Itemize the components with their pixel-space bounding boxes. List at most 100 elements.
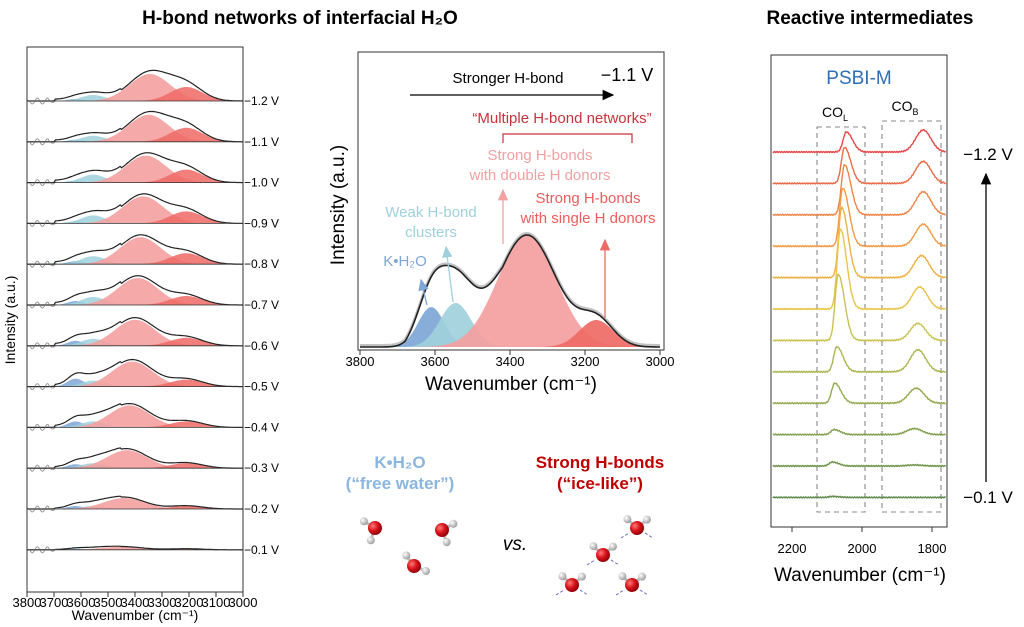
left-x-tick-label: 3800 <box>13 595 42 610</box>
free-water-title: K•H₂O <box>374 453 425 472</box>
ice-like-water-molecule <box>589 542 617 562</box>
left-trace-group: −0.8 V <box>27 234 279 271</box>
left-raw-noise <box>29 219 57 227</box>
ice-like-water-molecule <box>618 572 646 592</box>
hbond-dashed-line <box>610 559 620 566</box>
oxygen-atom <box>630 521 644 535</box>
left-raw-noise <box>29 505 57 513</box>
hydrogen-atom <box>577 572 586 581</box>
left-double-peak <box>27 450 243 469</box>
left-potential-label: −0.7 V <box>244 298 279 312</box>
right-spectrum-line <box>772 228 946 311</box>
left-trace-group: −1.2 V <box>27 69 279 108</box>
free-water-molecule <box>435 519 458 547</box>
hbond-dashed-line <box>586 559 596 566</box>
left-raw-noise <box>29 97 57 105</box>
left-stacked-chart: −1.2 V −1.1 V −1.0 V −0.9 V −0.8 V −0.7 V −0.6… <box>2 46 279 623</box>
left-double-peak <box>27 278 243 305</box>
hydrogen-atom <box>623 515 632 524</box>
left-single-peak <box>27 421 243 428</box>
left-traces: −1.2 V −1.1 V −1.0 V −0.9 V −0.8 V −0.7 V −0.6… <box>27 69 279 557</box>
left-weak-peak <box>27 297 243 305</box>
double-donor-label-2: with double H donors <box>469 167 611 184</box>
right-spectrum-line <box>772 146 947 185</box>
ice-like-water-molecule <box>558 572 586 592</box>
free-water-molecule <box>402 551 430 576</box>
hbond-dashed-line <box>555 589 565 596</box>
left-single-peak <box>27 463 243 469</box>
left-potential-label: −0.9 V <box>244 216 279 230</box>
left-x-tick-label: 3500 <box>94 595 123 610</box>
oxygen-atom <box>407 559 421 573</box>
co-b-label: COB <box>891 98 918 117</box>
stronger-hbond-label: Stronger H-bond <box>453 70 564 87</box>
left-weak-peak <box>27 174 243 183</box>
center-x-tick-label: 3200 <box>571 354 600 369</box>
ice-like-water-molecule <box>623 515 651 535</box>
center-x-tick-label: 3400 <box>496 354 525 369</box>
left-single-peak <box>27 127 243 142</box>
left-double-peak <box>27 361 243 387</box>
left-envelope-line <box>27 495 243 510</box>
hbond-dashed-line <box>579 589 589 596</box>
left-envelope-line <box>27 316 243 347</box>
left-raw-noise <box>29 301 57 309</box>
right-spectrum-line <box>772 495 947 499</box>
oxygen-atom <box>368 521 382 535</box>
left-weak-peak <box>27 338 243 346</box>
hydrogen-atom <box>608 542 617 551</box>
left-envelope-line <box>27 234 243 265</box>
right-spectrum-line <box>772 187 947 248</box>
oxygen-atom <box>435 523 449 537</box>
kh2o-label: K•H₂O <box>383 253 427 270</box>
weak-cluster-label-2: clusters <box>405 224 457 241</box>
kh2o-arrow <box>418 278 429 306</box>
left-trace-group: −0.3 V <box>27 447 279 475</box>
hydrogen-atom <box>366 536 375 545</box>
left-envelope-line <box>27 69 243 102</box>
left-potential-label: −0.1 V <box>244 543 279 557</box>
right-spectrum-line <box>772 382 947 405</box>
left-x-tick-label: 3400 <box>121 595 150 610</box>
left-double-peak <box>27 237 243 265</box>
left-section-title: H-bond networks of interfacial H₂O <box>142 8 458 29</box>
left-weak-peak <box>27 135 243 142</box>
hydrogen-atom <box>402 551 411 560</box>
left-x-tick-label: 3200 <box>175 595 204 610</box>
oxygen-atom <box>625 578 639 592</box>
left-potential-label: −0.4 V <box>244 420 279 434</box>
right-spectrum-line <box>772 273 946 342</box>
psbi-m-title: PSBI-M <box>826 68 891 89</box>
left-single-peak <box>27 379 243 387</box>
ice-like-title: Strong H-bonds <box>536 453 664 472</box>
center-chart: 3800 3600 3400 3200 3000 Wavenumber (cm⁻¹) I… <box>328 51 675 395</box>
left-single-peak <box>27 253 243 265</box>
center-x-tick-label: 3000 <box>646 354 675 369</box>
left-potential-label: −1.1 V <box>244 135 279 149</box>
center-peaks <box>360 231 660 348</box>
left-weak-peak <box>27 215 243 224</box>
multiple-networks-bracket <box>502 133 633 143</box>
center-x-tick-label: 3800 <box>346 354 375 369</box>
left-single-peak <box>27 506 243 509</box>
left-potential-label: −0.2 V <box>244 502 279 516</box>
potential-label: −1.1 V <box>601 65 654 85</box>
right-x-ticks: 2200 2000 1800 <box>778 527 946 556</box>
center-plot-frame <box>357 51 665 351</box>
left-envelope-line <box>27 402 243 428</box>
left-x-tick-label: 3600 <box>67 595 96 610</box>
left-potential-label: −0.5 V <box>244 380 279 394</box>
left-trace-group: −0.7 V <box>27 275 279 312</box>
double-donor-label-1: Strong H-bonds <box>487 147 592 164</box>
right-x-axis-label: Wavenumber (cm⁻¹) <box>774 565 946 586</box>
center-y-axis-label: Intensity (a.u.) <box>328 145 349 265</box>
left-envelope-line <box>27 152 243 184</box>
left-single-peak <box>27 211 243 224</box>
center-x-ticks: 3800 3600 3400 3200 3000 <box>346 350 675 369</box>
left-potential-label: −1.0 V <box>244 176 279 190</box>
center-double-peak <box>360 235 660 347</box>
hydrogen-atom <box>618 572 627 581</box>
left-envelope-line <box>27 193 243 224</box>
co-l-label: COL <box>822 104 848 123</box>
